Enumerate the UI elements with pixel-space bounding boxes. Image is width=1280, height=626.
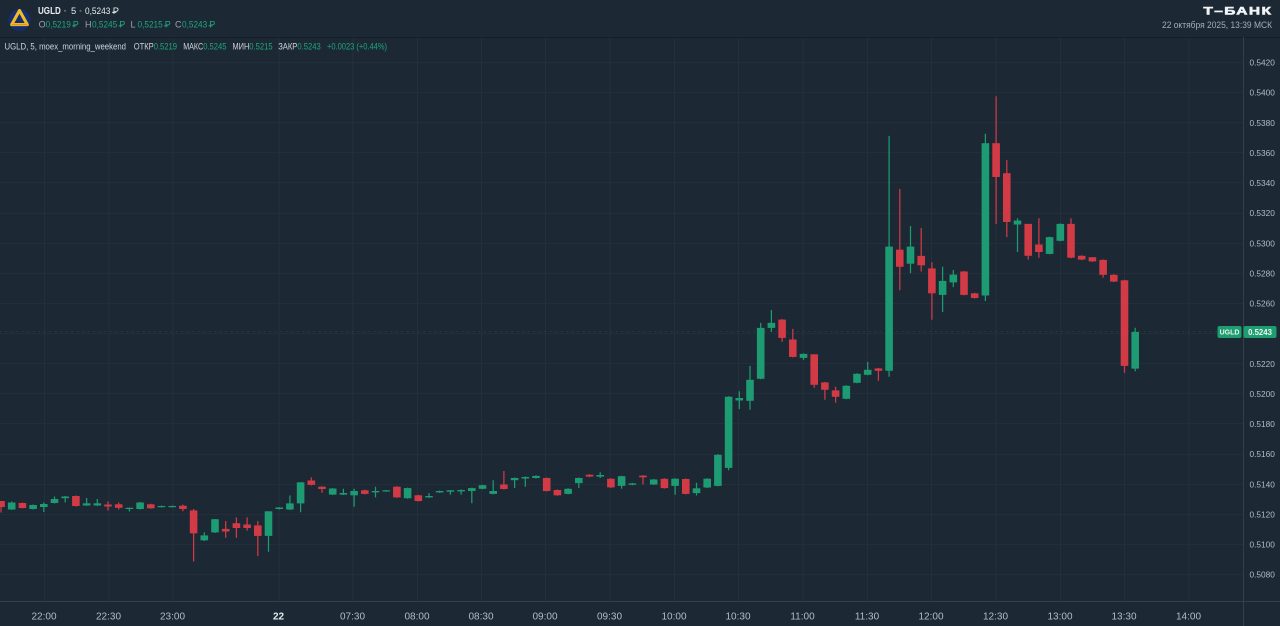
svg-text:12:00: 12:00: [918, 612, 943, 623]
svg-text:UGLD: UGLD: [1220, 330, 1240, 337]
svg-text:23:00: 23:00: [160, 612, 185, 623]
svg-text:09:30: 09:30: [597, 612, 622, 623]
svg-text:09:00: 09:00: [532, 612, 557, 623]
svg-text:22 октября 2025, 13:39 МСК: 22 октября 2025, 13:39 МСК: [1162, 20, 1273, 30]
svg-text:0.5200: 0.5200: [1250, 389, 1276, 399]
svg-text:P: P: [73, 20, 79, 30]
svg-text:0.5080: 0.5080: [1250, 570, 1276, 580]
svg-text:0.5180: 0.5180: [1250, 419, 1276, 429]
svg-text:0,5243: 0,5243: [85, 6, 110, 16]
svg-text:0.5100: 0.5100: [1250, 540, 1276, 550]
svg-text:13:00: 13:00: [1047, 612, 1072, 623]
svg-text:+0.0023 (+0.44%): +0.0023 (+0.44%): [327, 42, 387, 52]
svg-text:22:30: 22:30: [96, 612, 121, 623]
svg-text:11:30: 11:30: [855, 612, 880, 623]
svg-text:L: L: [131, 20, 136, 30]
svg-text:P: P: [113, 6, 119, 16]
svg-text:0.5380: 0.5380: [1250, 118, 1276, 128]
svg-text:07:30: 07:30: [340, 612, 365, 623]
svg-text:14:00: 14:00: [1176, 612, 1201, 623]
svg-text:08:00: 08:00: [404, 612, 429, 623]
svg-text:0.5219: 0.5219: [154, 42, 177, 52]
svg-text:0.5243: 0.5243: [1248, 328, 1273, 337]
svg-text:P: P: [209, 20, 215, 30]
svg-text:O: O: [39, 20, 46, 30]
svg-text:0.5280: 0.5280: [1250, 268, 1276, 278]
svg-text:13:30: 13:30: [1111, 612, 1136, 623]
svg-text:ЗАКР: ЗАКР: [278, 42, 297, 52]
svg-text:UGLD, 5, moex_morning_weekend: UGLD, 5, moex_morning_weekend: [5, 42, 127, 52]
svg-text:0,5215: 0,5215: [138, 20, 163, 30]
svg-text:08:30: 08:30: [468, 612, 493, 623]
svg-text:0.5420: 0.5420: [1250, 58, 1276, 68]
svg-text:22:00: 22:00: [31, 612, 56, 623]
svg-text:0.5245: 0.5245: [203, 42, 226, 52]
svg-text:5: 5: [71, 6, 76, 16]
svg-text:0.5320: 0.5320: [1250, 208, 1276, 218]
svg-text:0.5220: 0.5220: [1250, 359, 1276, 369]
svg-text:МИН: МИН: [233, 42, 250, 52]
svg-text:UGLD: UGLD: [38, 6, 61, 17]
svg-text:0.5215: 0.5215: [249, 42, 272, 52]
svg-text:0.5120: 0.5120: [1250, 509, 1276, 519]
svg-text:0.5400: 0.5400: [1250, 88, 1276, 98]
svg-text:0.5340: 0.5340: [1250, 178, 1276, 188]
svg-text:0,5243: 0,5243: [182, 20, 207, 30]
svg-text:Т–БАНК: Т–БАНК: [1203, 6, 1272, 18]
svg-text:0.5243: 0.5243: [297, 42, 320, 52]
svg-text:0.5160: 0.5160: [1250, 449, 1276, 459]
svg-text:0,5219: 0,5219: [46, 20, 71, 30]
svg-text:22: 22: [273, 612, 285, 623]
svg-text:P: P: [165, 20, 171, 30]
svg-text:10:30: 10:30: [725, 612, 750, 623]
svg-text:H: H: [85, 20, 92, 30]
svg-text:0.5260: 0.5260: [1250, 299, 1276, 309]
svg-text:0.5300: 0.5300: [1250, 238, 1276, 248]
svg-text:C: C: [175, 20, 182, 30]
svg-text:ОТКР: ОТКР: [134, 42, 154, 52]
svg-text:МАКС: МАКС: [183, 42, 203, 52]
svg-text:P: P: [119, 20, 125, 30]
svg-text:0.5360: 0.5360: [1250, 148, 1276, 158]
svg-text:11:00: 11:00: [790, 612, 815, 623]
svg-text:12:30: 12:30: [983, 612, 1008, 623]
svg-text:0.5140: 0.5140: [1250, 479, 1276, 489]
svg-text:10:00: 10:00: [661, 612, 686, 623]
svg-text:0,5245: 0,5245: [92, 20, 117, 30]
